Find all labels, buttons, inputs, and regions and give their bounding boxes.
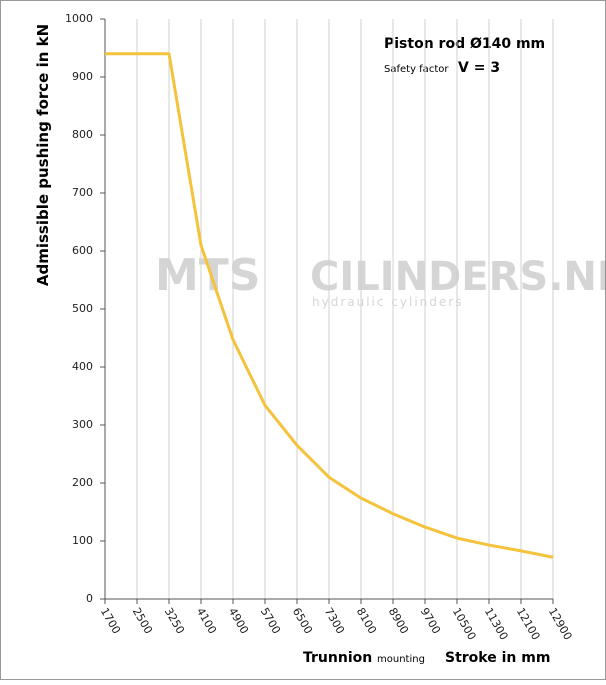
x-axis-label: Trunnion [303, 650, 372, 666]
y-tick-label: 1000 [65, 12, 93, 25]
x-axis-label: mounting [377, 654, 425, 665]
watermark-text: CILINDERS.NL [310, 254, 606, 300]
y-tick-label: 100 [72, 534, 93, 547]
y-tick-label: 700 [72, 186, 93, 199]
y-tick-label: 400 [72, 360, 93, 373]
watermark: MTS CILINDERS.NL hydraulic cylinders [155, 250, 606, 309]
annotation: V = 3 [458, 60, 500, 76]
watermark-text: MTS [155, 250, 261, 301]
y-axis-label: Admissible pushing force in kN [34, 24, 52, 286]
x-axis-label: Stroke in mm [445, 650, 550, 666]
y-tick-label: 300 [72, 418, 93, 431]
y-tick-label: 500 [72, 302, 93, 315]
y-tick-label: 0 [86, 592, 93, 605]
chart-title: Piston rod Ø140 mm [384, 36, 545, 52]
y-tick-label: 600 [72, 244, 93, 257]
data-line [105, 52, 554, 559]
y-tick-label: 900 [72, 70, 93, 83]
y-tick-label: 200 [72, 476, 93, 489]
y-tick-label: 800 [72, 128, 93, 141]
watermark-text: hydraulic cylinders [312, 295, 463, 309]
annotation: Safety factor [384, 64, 449, 75]
